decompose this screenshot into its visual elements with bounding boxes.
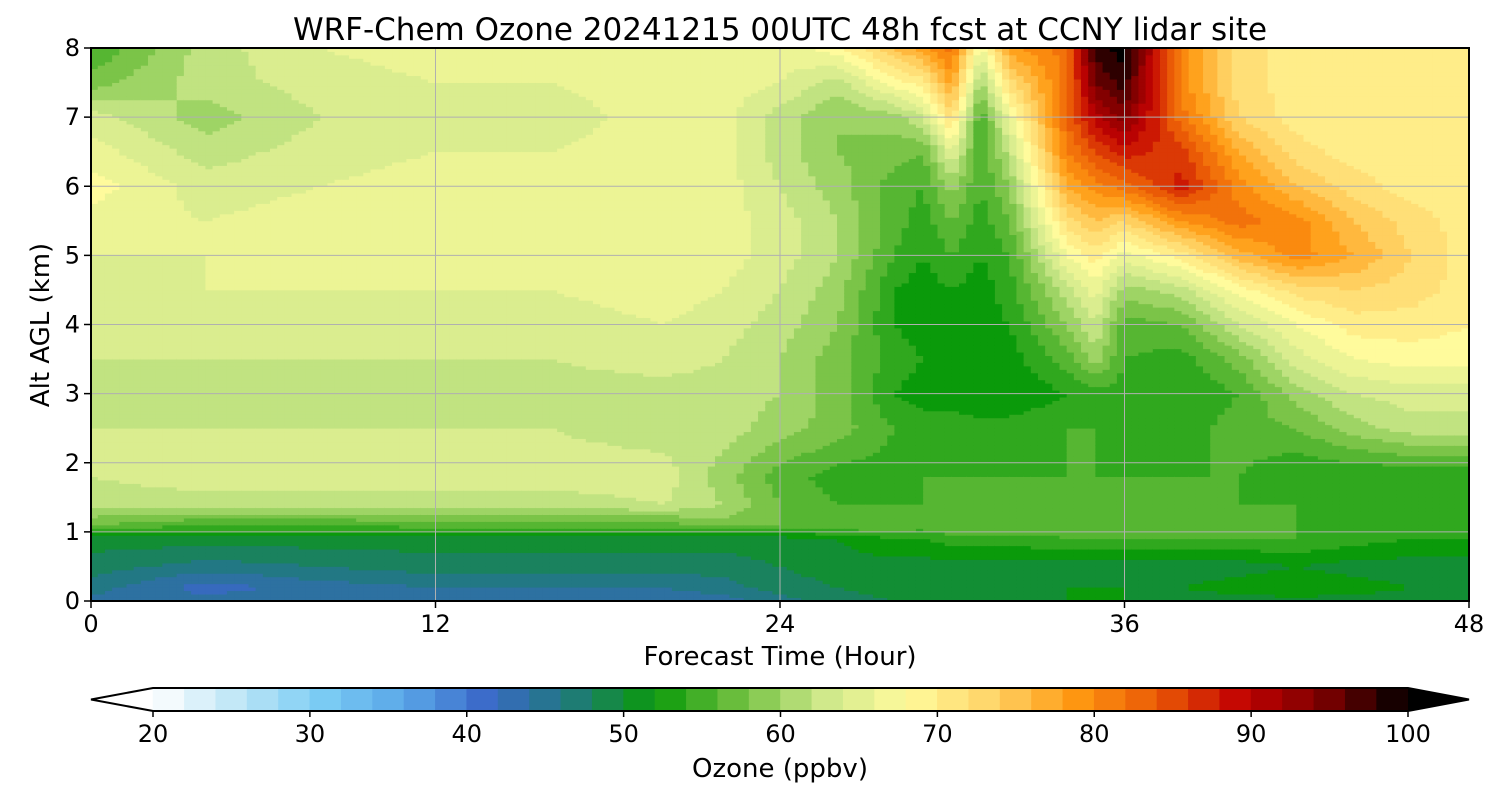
chart-title: WRF-Chem Ozone 20241215 00UTC 48h fcst a… [293, 12, 1267, 48]
ozone-curtain-chart: WRF-Chem Ozone 20241215 00UTC 48h fcst a… [0, 0, 1500, 800]
